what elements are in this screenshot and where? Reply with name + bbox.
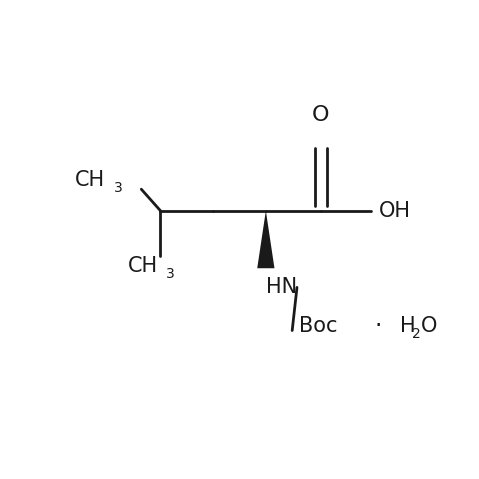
Polygon shape: [257, 211, 274, 268]
Text: 2: 2: [412, 327, 421, 342]
Text: O: O: [421, 316, 437, 336]
Text: Boc: Boc: [299, 316, 338, 336]
Text: 3: 3: [166, 267, 175, 282]
Text: CH: CH: [75, 170, 105, 190]
Text: 3: 3: [114, 181, 122, 195]
Text: O: O: [312, 104, 330, 125]
Text: H: H: [400, 316, 416, 336]
Text: CH: CH: [128, 256, 158, 276]
Text: ·: ·: [375, 314, 382, 338]
Text: OH: OH: [378, 201, 411, 221]
Text: HN: HN: [266, 277, 297, 297]
